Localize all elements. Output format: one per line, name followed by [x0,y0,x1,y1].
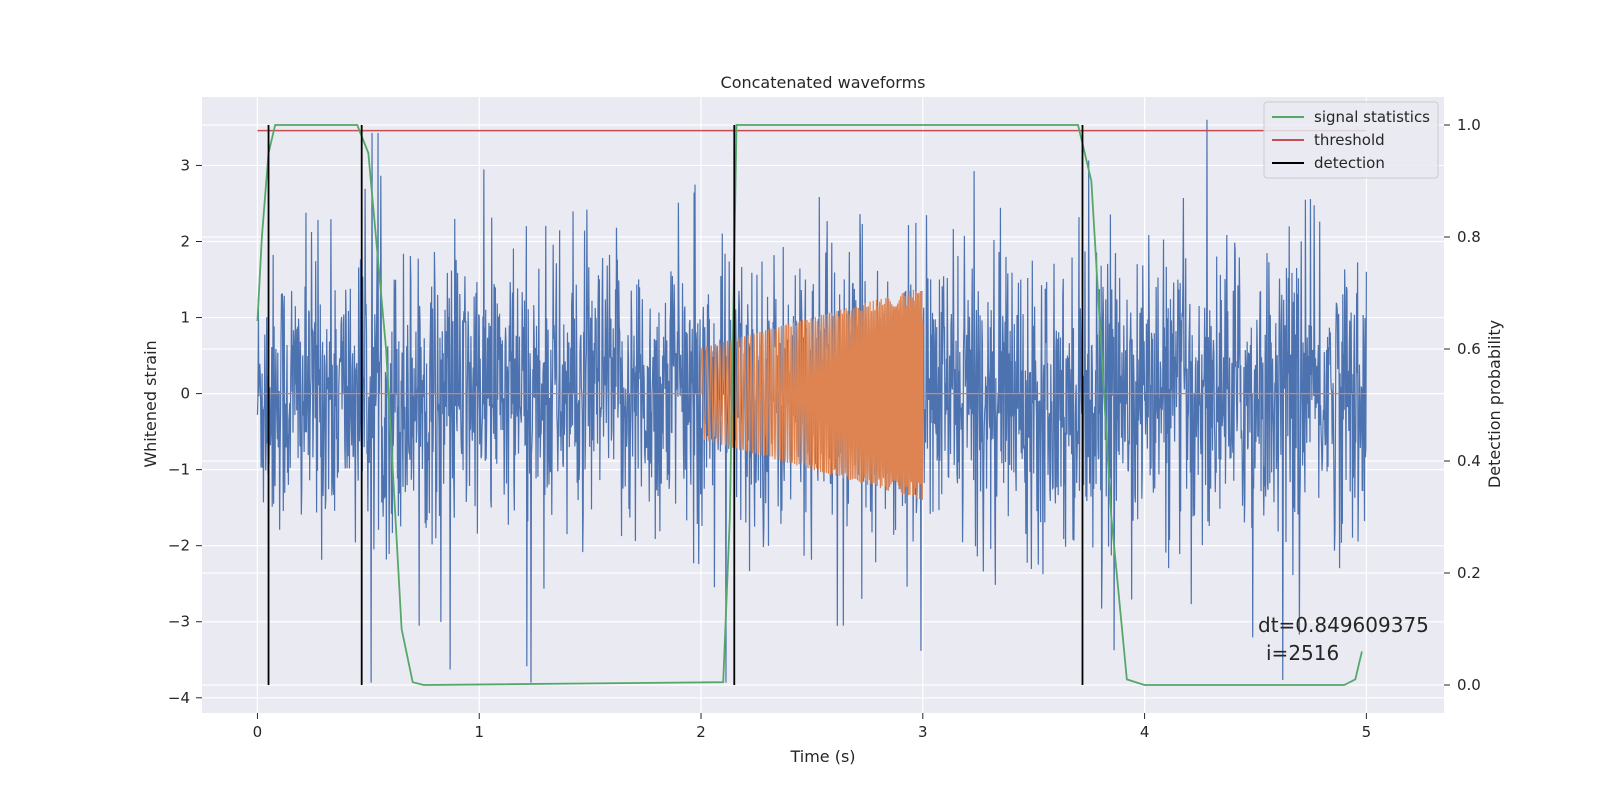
y-tick-label: 2 [180,232,190,250]
chart: Concatenated waveforms −4 −3 −2 −1 0 1 2 3 0.0 0.… [0,0,1600,800]
right-y-tick-label: 1.0 [1457,116,1481,134]
y-tick-label: 0 [180,385,190,403]
x-tick-label: 0 [253,723,263,741]
x-tick-label: 4 [1140,723,1150,741]
x-tick-label: 2 [696,723,706,741]
y-tick-label: −1 [168,461,190,479]
right-y-tick-label: 0.4 [1457,452,1481,470]
y-tick-label: 3 [180,156,190,174]
right-y-axis-label: Detection probability [1485,320,1504,488]
right-y-tick-label: 0.2 [1457,564,1481,582]
x-axis-label: Time (s) [789,747,855,766]
plot-area: −4 −3 −2 −1 0 1 2 3 0.0 0.2 0.4 0.6 0.8 1.0 0 1 2 3 4 5 sign… [168,97,1481,741]
legend-label: threshold [1314,131,1385,149]
x-tick-label: 1 [474,723,484,741]
legend-label: detection [1314,154,1385,172]
y-tick-label: −3 [168,613,190,631]
y-axis-label: Whitened strain [141,340,160,467]
y-tick-label: 1 [180,309,190,327]
dt-annotation: dt=0.849609375 [1258,613,1429,637]
i-annotation: i=2516 [1266,641,1339,665]
chart-title: Concatenated waveforms [721,73,926,92]
y-tick-label: −2 [168,537,190,555]
legend-label: signal statistics [1314,108,1430,126]
x-tick-label: 5 [1362,723,1372,741]
x-tick-label: 3 [918,723,928,741]
right-y-tick-label: 0.0 [1457,676,1481,694]
right-y-tick-label: 0.8 [1457,228,1481,246]
right-y-tick-label: 0.6 [1457,340,1481,358]
y-tick-label: −4 [168,689,190,707]
